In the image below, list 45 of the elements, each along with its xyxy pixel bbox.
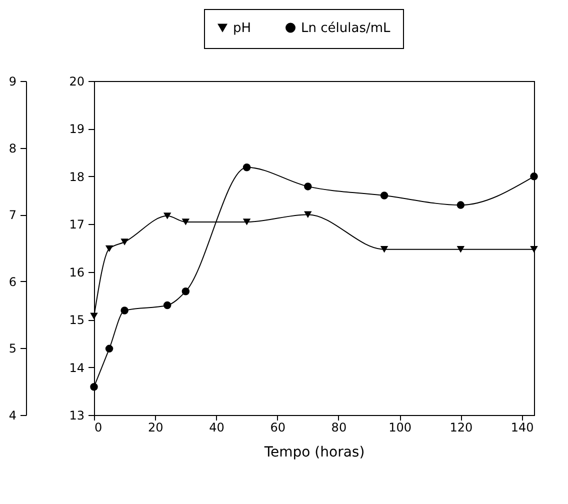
y-tick-label: 13 [69, 408, 84, 422]
point [120, 306, 128, 314]
x-tick-label: 20 [148, 420, 164, 434]
y-tick-label: 17 [69, 218, 84, 232]
point [105, 245, 114, 252]
legend-label: Ln células/mL [301, 20, 392, 36]
y-tick-label: 20 [69, 74, 84, 88]
y2-tick-label: 9 [8, 74, 16, 88]
point [530, 172, 538, 180]
point [105, 344, 114, 353]
y2-tick-label: 8 [8, 141, 16, 156]
point [90, 312, 98, 320]
point [456, 201, 465, 209]
x-tick-label: 140 [510, 420, 534, 434]
y-tick-label: 14 [69, 360, 84, 375]
point [242, 218, 251, 226]
point [242, 163, 251, 172]
point [120, 238, 128, 246]
y-tick-label: 18 [69, 170, 84, 184]
legend-label: pH [233, 21, 252, 36]
y-tick-label: 15 [69, 313, 84, 328]
point [456, 246, 465, 253]
y-tick-label: 19 [69, 122, 84, 136]
y2-tick-label: 5 [8, 342, 16, 356]
point [90, 382, 98, 391]
x-tick-label: 0 [94, 420, 102, 434]
y2-tick-label: 7 [8, 208, 16, 222]
y-tick-label: 16 [69, 265, 84, 280]
x-tick-label: 60 [270, 420, 286, 434]
x-tick-label: 80 [331, 420, 347, 434]
point [182, 218, 190, 226]
point [304, 211, 312, 218]
x-tick-label: 40 [209, 420, 224, 434]
point [530, 246, 538, 253]
x-axis-title: Tempo (horas) [263, 444, 365, 460]
point [380, 192, 388, 200]
point [182, 288, 190, 296]
point [304, 182, 312, 190]
point [380, 246, 388, 253]
y2-tick-label: 6 [8, 274, 16, 289]
x-tick-label: 100 [388, 420, 412, 434]
y2-tick-label: 4 [8, 408, 16, 422]
x-tick-label: 120 [450, 420, 473, 434]
point [163, 212, 172, 220]
point [163, 301, 172, 310]
